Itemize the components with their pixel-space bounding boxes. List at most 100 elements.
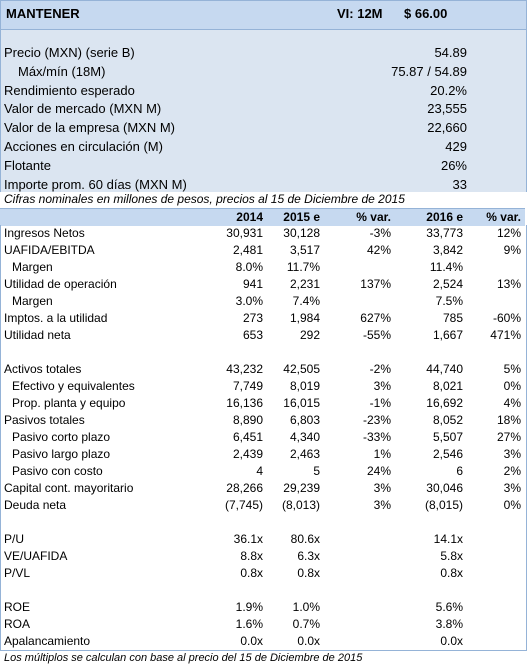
cell: 8,890 [232,413,263,427]
cell: 4,340 [289,430,320,444]
cell: 24% [366,464,391,478]
cell: 5 [313,464,320,478]
row-label: P/U [4,532,25,546]
cell: 6 [456,464,463,478]
row-label: ROE [4,600,31,614]
cell: 3% [373,498,391,512]
cell: 0.8x [440,566,463,580]
summary-value: 22,660 [427,120,467,136]
cell: 2,546 [432,447,463,461]
row-label: Pasivo con costo [12,464,103,478]
cell: -55% [362,328,391,342]
row-label: Apalancamiento [4,634,91,648]
row-label: ROA [4,617,31,631]
cell: 6,803 [289,413,320,427]
summary-value: 429 [445,139,467,154]
cell: 42% [366,243,391,257]
cell: 80.6x [290,532,320,546]
row-label: Utilidad de operación [4,277,117,291]
row-label: Margen [12,260,53,274]
row-label: Ingresos Netos [4,226,85,240]
cell: (7,745) [224,498,263,512]
row-label: Imptos. a la utilidad [4,311,108,325]
cell: 7.5% [435,294,463,308]
cell: 1.0% [292,600,320,614]
row-label: Prop. planta y equipo [12,396,126,410]
cell: 3.0% [235,294,263,308]
cell: -60% [492,311,521,325]
summary-value: 20.2% [430,82,467,98]
cell: 7.4% [292,294,320,308]
cell: 292 [299,328,320,342]
cell: 8,019 [289,379,320,393]
cell: 44,740 [426,362,463,376]
cell: 653 [242,328,263,342]
cell: 11.4% [429,260,463,274]
cell: 471% [490,328,521,342]
summary-label: Acciones en circulación (M) [4,139,163,154]
cell: 0% [503,498,521,512]
cell: 12% [496,226,521,240]
row-label: Utilidad neta [4,328,71,342]
summary-band [0,30,527,192]
cell: 2% [503,464,521,478]
summary-value: 54.89 [434,45,467,60]
cell: 3,842 [432,243,463,257]
cell: 2,231 [289,277,320,291]
summary-value: 26% [440,157,467,173]
cell: 14.1x [433,532,463,546]
cell: 8.0% [235,260,263,274]
cell: -2% [369,362,391,376]
row-label: Activos totales [4,362,82,376]
footer: Los múltiplos se calculan con base al pr… [4,652,363,664]
cell: 0.8x [297,566,320,580]
cell: 1% [373,447,391,461]
cell: 1.6% [235,617,263,631]
cell: 0.7% [292,617,320,631]
cell: -23% [362,413,391,427]
cell: 42,505 [283,362,320,376]
summary-value: 33 [452,176,467,192]
cell: 36.1x [233,532,263,546]
cell: 13% [496,277,521,291]
cell: 5.6% [435,600,463,614]
cell: 30,128 [283,226,320,240]
summary-label: Importe prom. 60 días (MXN M) [4,176,187,192]
header-band [0,0,527,30]
cell: 7,749 [232,379,263,393]
cell: 29,239 [283,481,320,495]
cell: 16,015 [283,396,320,410]
summary-label: Precio (MXN) (serie B) [4,45,135,60]
cell: 0.0x [240,634,263,648]
cell: 3% [373,379,391,393]
vi: VI: 12M [337,6,383,21]
cell: -1% [369,396,391,410]
cell: 4% [503,396,521,410]
row-label: Pasivos totales [4,413,85,427]
cell: 5,507 [432,430,463,444]
cell: 2,524 [432,277,463,291]
cell: 30,931 [226,226,263,240]
cell: 9% [503,243,521,257]
row-label: P/VL [4,566,31,580]
cell: 5% [503,362,521,376]
row-label: UAFIDA/EBITDA [4,243,95,257]
cell: 3% [503,481,521,495]
rating: MANTENER [6,6,80,21]
cell: 27% [496,430,521,444]
cell: 18% [496,413,521,427]
cell: 43,232 [226,362,263,376]
cell: 1,984 [289,311,320,325]
cell: 0.0x [440,634,463,648]
cell: 30,046 [426,481,463,495]
summary-label: Valor de mercado (MXN M) [4,101,162,117]
cell: 16,692 [426,396,463,410]
cell: (8,013) [281,498,320,512]
row-label: VE/UAFIDA [4,549,68,563]
summary-value: 23,555 [427,101,467,117]
column-header: 2014 [236,210,263,224]
summary-value: 75.87 / 54.89 [391,63,467,79]
summary-label: Flotante [4,157,51,173]
cell: 2,463 [289,447,320,461]
